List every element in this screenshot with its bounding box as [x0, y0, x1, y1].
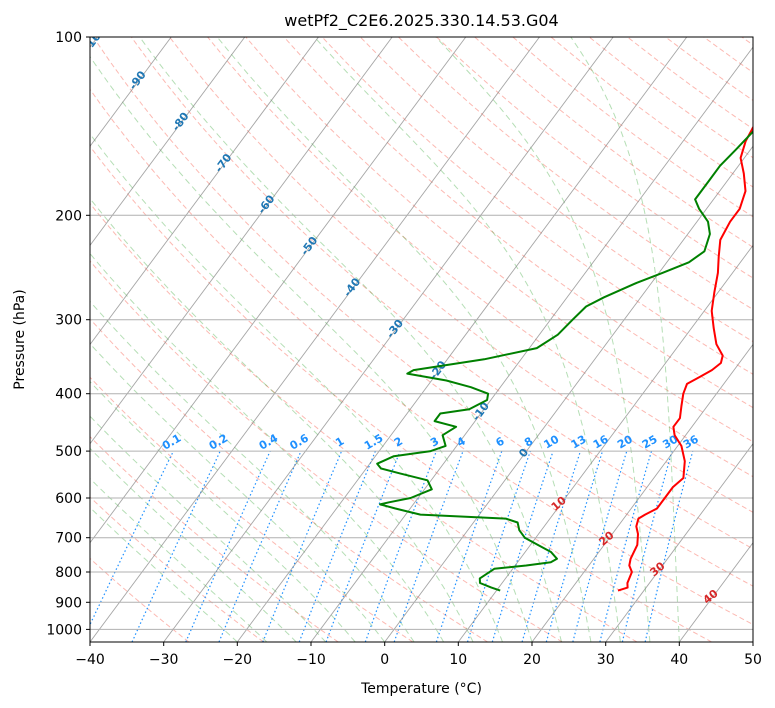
moist-adiabat	[314, 37, 621, 642]
temperature-profile	[617, 125, 753, 592]
y-tick-label: 900	[55, 595, 82, 611]
isotherm	[90, 37, 467, 544]
x-tick-label: −40	[75, 652, 105, 668]
x-tick-label: −20	[223, 652, 253, 668]
y-tick-label: 400	[55, 387, 82, 403]
dry-adiabat	[90, 145, 712, 642]
mixing-ratio-line	[466, 450, 531, 642]
moist-adiabat	[435, 37, 651, 642]
isotherms	[90, 37, 753, 642]
x-tick-label: 40	[670, 652, 688, 668]
moist-adiabat	[216, 37, 592, 642]
y-tick-label: 800	[55, 565, 82, 581]
moist-adiabat	[139, 37, 562, 642]
y-tick-label: 300	[55, 313, 82, 329]
y-tick-label: 200	[55, 208, 82, 224]
y-tick-label: 100	[55, 30, 82, 46]
x-tick-label: −30	[149, 652, 179, 668]
isotherm	[90, 37, 319, 346]
profiles	[376, 125, 753, 592]
y-tick-label: 600	[55, 491, 82, 507]
isotherm	[531, 343, 753, 642]
moist-adiabat	[90, 133, 503, 642]
mixing-ratio-line	[435, 450, 503, 642]
moist-adiabat	[90, 343, 386, 642]
mixing-ratio-line	[599, 450, 653, 642]
plot-area: 0.1 0.2 0.4 0.6 1 1.5 2 3 4 6 8 10 13 16 20 25 30 36-100-…	[90, 37, 753, 642]
x-axis-label: Temperature (°C)	[360, 681, 482, 697]
dry-adiabat	[90, 318, 488, 642]
moist-adiabat	[90, 252, 445, 642]
isotherm	[90, 37, 540, 642]
x-tick-label: −10	[296, 652, 326, 668]
isotherm	[384, 145, 753, 642]
dry-adiabat	[169, 37, 753, 513]
isotherm	[90, 37, 172, 148]
x-tick-label: 20	[523, 652, 541, 668]
isotherm	[163, 37, 614, 642]
dry-adiabat	[90, 557, 190, 642]
mixing-ratio-line	[491, 450, 554, 642]
moist-adiabat	[90, 55, 533, 642]
y-axis: 100 200 300 400 500 600 700 800 900 1000	[46, 30, 90, 638]
moist-adiabats	[90, 37, 680, 642]
moist-adiabat	[90, 447, 297, 642]
moist-adiabat	[90, 477, 268, 642]
mixing-ratio-line	[325, 450, 401, 642]
dry-adiabat	[90, 202, 638, 642]
mixing-ratio-line	[262, 450, 343, 642]
x-tick-label: 10	[449, 652, 467, 668]
chart-title: wetPf2_C2E6.2025.330.14.53.G04	[284, 11, 558, 31]
y-axis-label: Pressure (hPa)	[12, 289, 28, 389]
dry-adiabat	[398, 37, 753, 311]
mixing-ratio-line	[545, 450, 604, 642]
x-tick-label: 50	[744, 652, 762, 668]
dry-adiabat	[359, 37, 753, 343]
y-tick-label: 700	[55, 531, 82, 547]
dry-adiabat	[283, 37, 753, 409]
dry-adiabat	[90, 88, 753, 626]
isotherm	[90, 37, 393, 445]
x-tick-label: 30	[597, 652, 615, 668]
moist-adiabat	[90, 300, 415, 642]
isotherm	[310, 46, 753, 642]
y-tick-label: 1000	[46, 622, 82, 638]
plot-frame	[89, 36, 754, 643]
mixing-ratio-line	[185, 450, 271, 642]
dry-adiabat	[245, 37, 753, 443]
x-tick-label: 0	[380, 652, 389, 668]
mixing-ratio-line	[218, 450, 302, 642]
moist-adiabat	[90, 506, 238, 642]
y-tick-label: 500	[55, 444, 82, 460]
mixing-ratio-line	[621, 450, 673, 642]
mixing-ratio-line	[572, 450, 628, 642]
moist-adiabat	[90, 380, 356, 642]
isobars	[90, 37, 753, 630]
x-axis: −40 −30 −20 −10 0 10 20 30 40 50	[75, 642, 762, 668]
dry-adiabat	[90, 260, 563, 642]
isotherm	[457, 244, 753, 642]
isotherm	[236, 37, 688, 642]
moist-adiabat	[90, 415, 327, 642]
dewpoint-profile	[376, 130, 753, 592]
mixing-ratio-line	[298, 450, 376, 642]
isotherm	[90, 37, 246, 247]
isotherm	[605, 442, 753, 642]
